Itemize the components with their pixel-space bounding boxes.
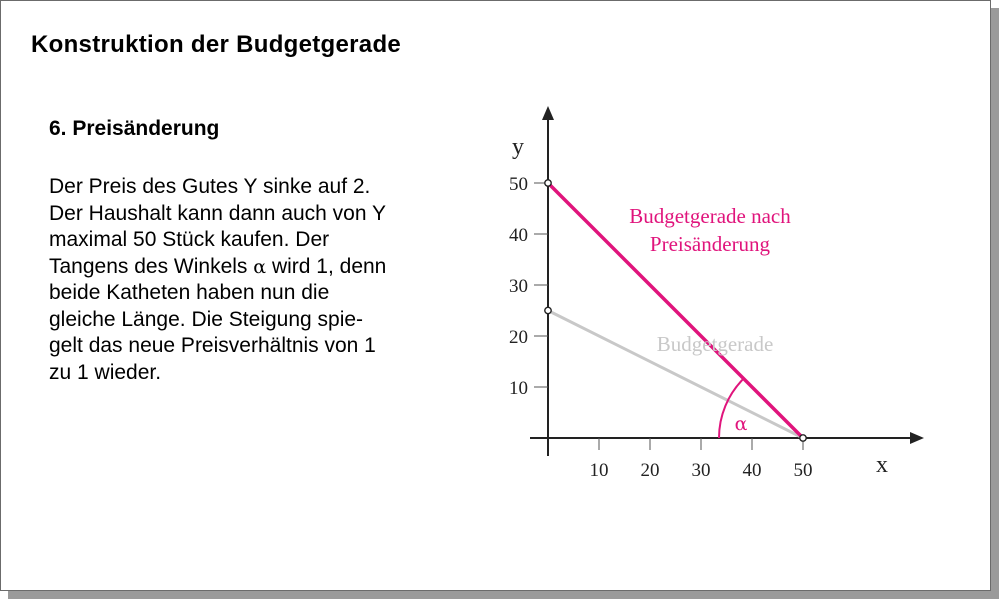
x-axis-arrow bbox=[910, 432, 924, 444]
section-heading: 6. Preisänderung bbox=[49, 117, 220, 140]
paragraph-line: Tangens des Winkels α wird 1, denn bbox=[49, 254, 464, 281]
x-tick-label: 40 bbox=[743, 460, 762, 481]
y-tick-label: 20 bbox=[509, 327, 528, 348]
new-budget-line bbox=[546, 181, 805, 440]
intercept-point bbox=[544, 179, 552, 187]
x-tick-label: 10 bbox=[590, 460, 609, 481]
y-tick-label: 30 bbox=[509, 276, 528, 297]
intercept-point bbox=[544, 306, 552, 315]
series-layer bbox=[544, 179, 807, 442]
paragraph-line: Der Preis des Gutes Y sinke auf 2. bbox=[49, 175, 371, 198]
paragraph-line: zu 1 wieder. bbox=[49, 360, 162, 384]
paragraph-text: wird 1, denn bbox=[266, 254, 387, 278]
y-tick-label: 10 bbox=[509, 378, 528, 399]
paragraph-line: beide Katheten haben nun die bbox=[49, 281, 330, 304]
paragraph-line: gelt das neue Preisverhältnis von 1 bbox=[49, 334, 376, 357]
x-axis-label: x bbox=[876, 452, 888, 478]
paragraph-line: gleiche Länge. Die Steigung spie- bbox=[49, 307, 364, 331]
paragraph-line: Der Haushalt kann dann auch von Y bbox=[49, 201, 387, 225]
slide: Konstruktion der Budgetgerade 6. Preisän… bbox=[0, 0, 991, 591]
labels-layer: x y α Budgetgerade nach Preisänderung Budgetg… bbox=[512, 134, 888, 478]
angle-label: α bbox=[735, 413, 748, 435]
paragraph-line: maximal 50 Stück kaufen. Der bbox=[49, 228, 330, 251]
explanation-paragraph: Der Preis des Gutes Y sinke auf 2. Der H… bbox=[49, 174, 464, 386]
y-axis-label: y bbox=[512, 134, 524, 160]
series-label-old: Budgetgerade bbox=[657, 332, 774, 356]
axes: 10 20 30 40 50 10 20 30 40 50 bbox=[509, 106, 924, 481]
x-tick-label: 30 bbox=[692, 460, 711, 481]
x-tick-label: 50 bbox=[794, 460, 813, 481]
old-budget-line bbox=[547, 309, 804, 440]
series-label-new-line2: Preisänderung bbox=[650, 232, 771, 256]
x-tick-label: 20 bbox=[641, 460, 660, 481]
y-axis-arrow bbox=[542, 106, 554, 120]
angle-arc bbox=[718, 377, 745, 439]
series-label-new-line1: Budgetgerade nach bbox=[629, 204, 791, 228]
paragraph-text: Tangens des Winkels bbox=[49, 254, 254, 278]
y-tick-label: 50 bbox=[509, 174, 528, 195]
y-tick-label: 40 bbox=[509, 225, 528, 246]
slide-title: Konstruktion der Budgetgerade bbox=[31, 31, 402, 58]
alpha-symbol: α bbox=[253, 255, 267, 278]
intercept-point bbox=[799, 434, 807, 442]
